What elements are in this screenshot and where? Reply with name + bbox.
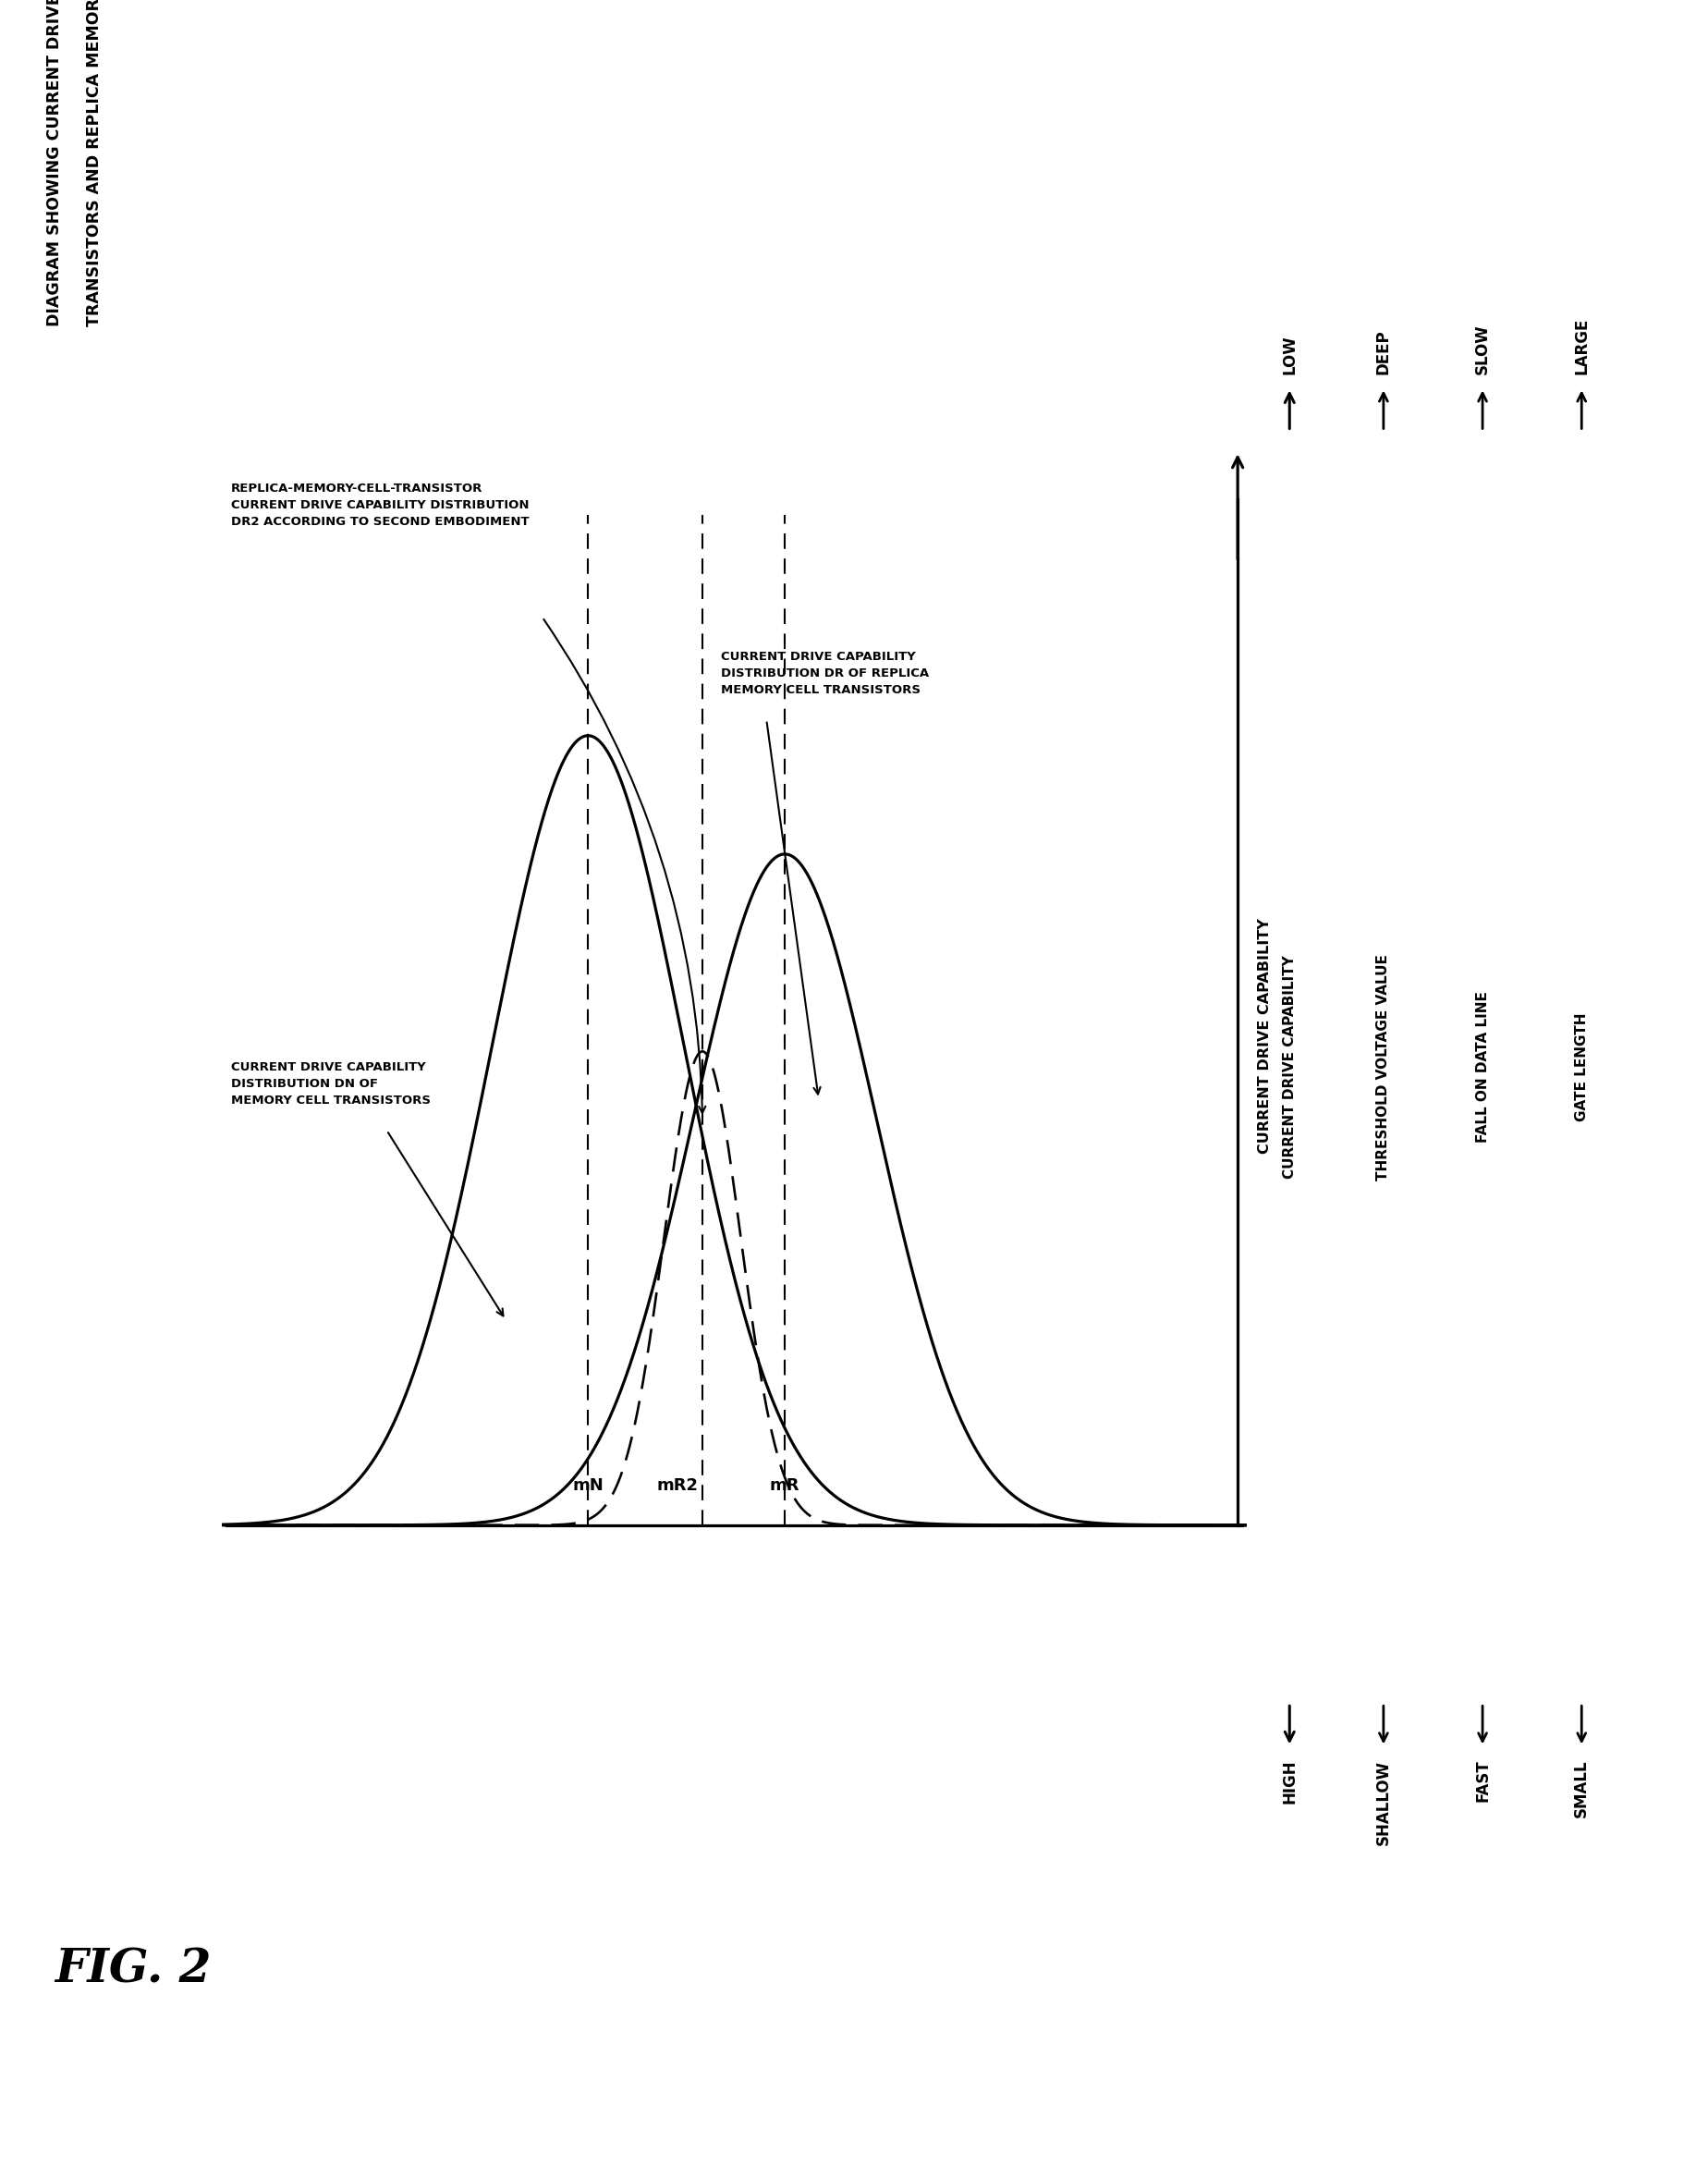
Text: DIAGRAM SHOWING CURRENT DRIVE CAPABILITY DISTRIBUTIONS OF MEMORY CELL: DIAGRAM SHOWING CURRENT DRIVE CAPABILITY… (46, 0, 63, 327)
Text: SLOW: SLOW (1474, 325, 1491, 375)
Text: FALL ON DATA LINE: FALL ON DATA LINE (1476, 991, 1489, 1143)
Text: THRESHOLD VOLTAGE VALUE: THRESHOLD VOLTAGE VALUE (1377, 954, 1390, 1180)
Text: LOW: LOW (1281, 335, 1298, 375)
Text: DEEP: DEEP (1375, 329, 1392, 375)
Text: mR2: mR2 (656, 1477, 699, 1494)
Text: CURRENT DRIVE CAPABILITY: CURRENT DRIVE CAPABILITY (1257, 917, 1272, 1154)
Text: HIGH: HIGH (1281, 1760, 1298, 1803)
Text: SHALLOW: SHALLOW (1375, 1760, 1392, 1845)
Text: mR: mR (770, 1477, 799, 1494)
Text: LARGE: LARGE (1573, 318, 1590, 375)
Text: mN: mN (572, 1477, 603, 1494)
Text: REPLICA-MEMORY-CELL-TRANSISTOR
CURRENT DRIVE CAPABILITY DISTRIBUTION
DR2 ACCORDI: REPLICA-MEMORY-CELL-TRANSISTOR CURRENT D… (231, 484, 529, 529)
Text: FIG. 2: FIG. 2 (55, 1947, 212, 1993)
Text: FAST: FAST (1474, 1760, 1491, 1801)
Text: SMALL: SMALL (1573, 1760, 1590, 1819)
Text: TRANSISTORS AND REPLICA MEMORY CELL TRANSISTORS: TRANSISTORS AND REPLICA MEMORY CELL TRAN… (85, 0, 102, 327)
Text: CURRENT DRIVE CAPABILITY
DISTRIBUTION DN OF
MEMORY CELL TRANSISTORS: CURRENT DRIVE CAPABILITY DISTRIBUTION DN… (231, 1061, 430, 1106)
Text: GATE LENGTH: GATE LENGTH (1575, 1013, 1588, 1122)
Text: CURRENT DRIVE CAPABILITY
DISTRIBUTION DR OF REPLICA
MEMORY CELL TRANSISTORS: CURRENT DRIVE CAPABILITY DISTRIBUTION DR… (721, 651, 929, 697)
Text: CURRENT DRIVE CAPABILITY: CURRENT DRIVE CAPABILITY (1283, 956, 1296, 1178)
